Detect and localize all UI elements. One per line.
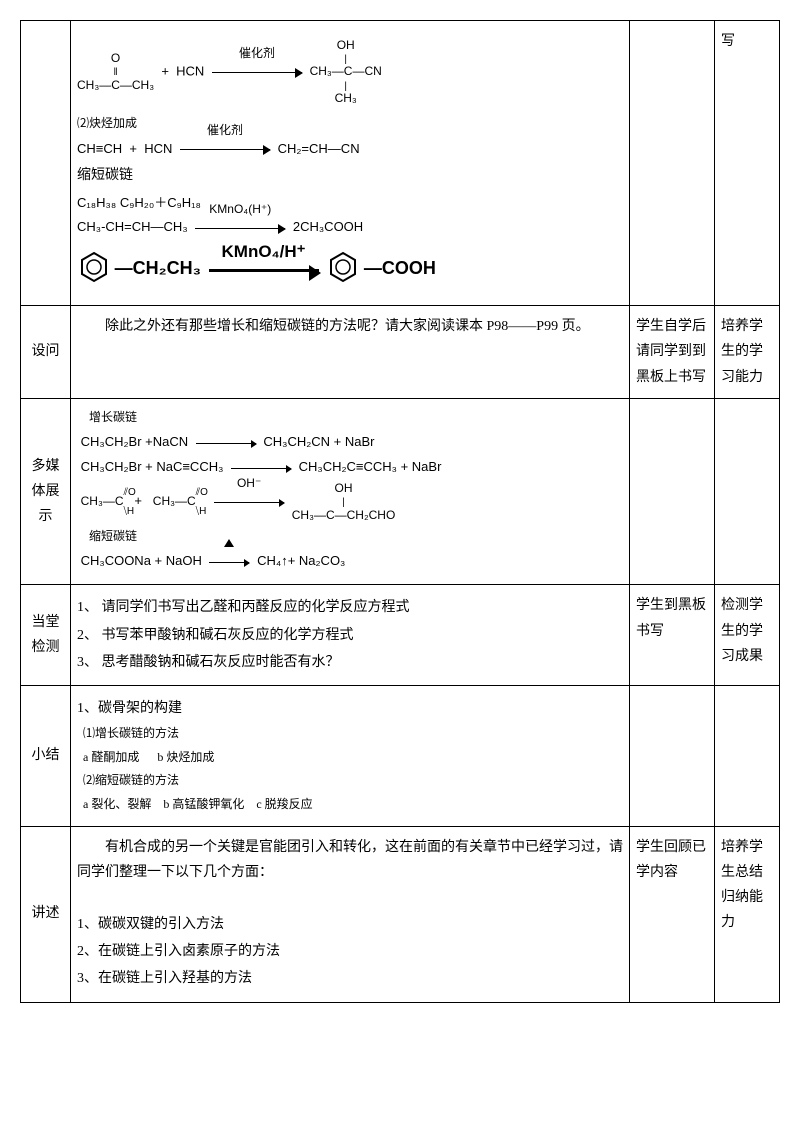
- table-row: 多媒体展示 增长碳链 CH₃CH₂Br +NaCN CH₃CH₂CN + NaB…: [21, 398, 780, 585]
- table-row: 当堂检测 1、 请同学们书写出乙醛和丙醛反应的化学反应方程式 2、 书写苯甲酸钠…: [21, 585, 780, 686]
- lecture-item-2: 2、在碳链上引入卤素原子的方法: [77, 939, 623, 964]
- student-cell: [630, 21, 715, 306]
- benzene-right: —COOH: [364, 258, 436, 278]
- oh-label: OH⁻: [214, 474, 284, 493]
- lesson-plan-table: O ‖ CH₃—C—CH₃ + HCN 催化剂 OH | CH₃—C—CN | …: [20, 20, 780, 1003]
- goal-cell: 写: [715, 21, 780, 306]
- student-cell: 学生自学后请同学到到黑板上书写: [630, 306, 715, 399]
- benzene-left: —CH₂CH₃: [115, 258, 201, 278]
- goal-cell: 培养学生总结归纳能力: [715, 826, 780, 1002]
- oxid-right: 2CH₃COOH: [293, 219, 363, 234]
- row-label-question: 设问: [21, 306, 71, 399]
- row-label-test: 当堂检测: [21, 585, 71, 686]
- goal-cell: [715, 685, 780, 826]
- lecture-item-3: 3、在碳链上引入羟基的方法: [77, 966, 623, 991]
- student-cell: [630, 685, 715, 826]
- oxid-left: CH₃-CH=CH—CH₃: [77, 219, 188, 234]
- catalyst-label-2: 催化剂: [180, 121, 270, 140]
- content-cell: 1、碳骨架的构建 ⑴增长碳链的方法 a 醛酮加成 b 炔烃加成 ⑵缩短碳链的方法…: [71, 685, 630, 826]
- content-cell: 有机合成的另一个关键是官能团引入和转化，这在前面的有关章节中已经学习过，请同学们…: [71, 826, 630, 1002]
- goal-cell: [715, 398, 780, 585]
- student-cell: 学生回顾已学内容: [630, 826, 715, 1002]
- r3-oh: OH: [335, 481, 353, 495]
- row-label-media: 多媒体展示: [21, 398, 71, 585]
- row-label-lecture: 讲述: [21, 826, 71, 1002]
- question-text: 除此之外还有那些增长和缩短碳链的方法呢？请大家阅读课本 P98——P99 页。: [77, 314, 623, 339]
- ketone-left: CH₃—C—CH₃: [77, 78, 154, 92]
- ketone-o: O: [111, 51, 120, 65]
- lecture-para: 有机合成的另一个关键是官能团引入和转化，这在前面的有关章节中已经学习过，请同学们…: [77, 835, 623, 885]
- lecture-item-1: 1、碳碳双键的引入方法: [77, 912, 623, 937]
- test-item-1: 1、 请同学们书写出乙醛和丙醛反应的化学反应方程式: [77, 595, 623, 620]
- test-item-3: 3、 思考醋酸钠和碱石灰反应时能否有水？: [77, 650, 623, 675]
- content-cell: 增长碳链 CH₃CH₂Br +NaCN CH₃CH₂CN + NaBr CH₃C…: [71, 398, 630, 585]
- summary-sub-1a: a 醛酮加成 b 炔烃加成: [77, 747, 623, 769]
- table-row: 小结 1、碳骨架的构建 ⑴增长碳链的方法 a 醛酮加成 b 炔烃加成 ⑵缩短碳链…: [21, 685, 780, 826]
- prod-oh: OH: [337, 38, 355, 52]
- table-row: 设问 除此之外还有那些增长和缩短碳链的方法呢？请大家阅读课本 P98——P99 …: [21, 306, 780, 399]
- heat-icon: [224, 539, 234, 547]
- cracking-formula: C₁₈H₃₈ C₉H₂₀＋C₉H₁₈: [77, 193, 623, 214]
- reaction-aldol: CH₃—C⫽O⧹H + CH₃—C⫽O⧹H OH⁻ OH | CH₃—C—CH₂…: [77, 482, 623, 522]
- reaction-ketone: O ‖ CH₃—C—CH₃ + HCN 催化剂 OH | CH₃—C—CN | …: [77, 39, 623, 105]
- table-row: O ‖ CH₃—C—CH₃ + HCN 催化剂 OH | CH₃—C—CN | …: [21, 21, 780, 306]
- content-cell: 1、 请同学们书写出乙醛和丙醛反应的化学反应方程式 2、 书写苯甲酸钠和碱石灰反…: [71, 585, 630, 686]
- summary-item-1: 1、碳骨架的构建: [77, 696, 623, 721]
- summary-sub-2: ⑵缩短碳链的方法: [77, 770, 623, 792]
- student-cell: [630, 398, 715, 585]
- kmno4-label: KMnO₄(H⁺): [195, 200, 285, 219]
- summary-sub-2a: a 裂化、裂解 b 高锰酸钾氧化 c 脱羧反应: [77, 794, 623, 816]
- catalyst-label: 催化剂: [212, 44, 302, 63]
- r2-left: CH₃CH₂Br + NaC≡CCH₃: [81, 459, 224, 474]
- content-cell: O ‖ CH₃—C—CH₃ + HCN 催化剂 OH | CH₃—C—CN | …: [71, 21, 630, 306]
- content-cell: 除此之外还有那些增长和缩短碳链的方法呢？请大家阅读课本 P98——P99 页。: [71, 306, 630, 399]
- shorten-title: 缩短碳链: [77, 163, 623, 188]
- goal-cell: 培养学生的学习能力: [715, 306, 780, 399]
- row-label-cell: [21, 21, 71, 306]
- reaction-alkyne: CH≡CH + HCN 催化剂 CH₂=CH—CN: [77, 139, 623, 160]
- test-item-2: 2、 书写苯甲酸钠和碱石灰反应的化学方程式: [77, 623, 623, 648]
- reaction-oxidation: CH₃-CH=CH—CH₃ KMnO₄(H⁺) 2CH₃COOH: [77, 217, 623, 238]
- reaction-nac: CH₃CH₂Br + NaC≡CCH₃ CH₃CH₂C≡CCH₃ + NaBr: [77, 457, 623, 478]
- r4-right: CH₄↑+ Na₂CO₃: [257, 553, 345, 568]
- prod-ch3: CH₃: [335, 91, 357, 105]
- r2-right: CH₃CH₂C≡CCH₃ + NaBr: [299, 459, 442, 474]
- goal-cell: 检测学生的学习成果: [715, 585, 780, 686]
- reaction-decarbox: CH₃COONa + NaOH CH₄↑+ Na₂CO₃: [77, 551, 623, 572]
- row-label-summary: 小结: [21, 685, 71, 826]
- prod-main: CH₃—C—CN: [310, 64, 382, 78]
- r1-left: CH₃CH₂Br +NaCN: [81, 434, 189, 449]
- extend-title: 增长碳链: [77, 407, 623, 429]
- alkyne-left: CH≡CH: [77, 141, 122, 156]
- hcn: HCN: [176, 63, 204, 78]
- alkyne-right: CH₂=CH—CN: [278, 141, 360, 156]
- student-cell: 学生到黑板书写: [630, 585, 715, 686]
- reaction-nacn: CH₃CH₂Br +NaCN CH₃CH₂CN + NaBr: [77, 432, 623, 453]
- kmno4-h-label: KMnO₄/H⁺: [209, 238, 319, 265]
- r3-main: CH₃—C—CH₂CHO: [292, 508, 396, 522]
- r1-right: CH₃CH₂CN + NaBr: [263, 434, 374, 449]
- shorten-title-2: 缩短碳链: [77, 526, 623, 548]
- alkyne-title: ⑵炔烃加成: [77, 113, 623, 135]
- table-row: 讲述 有机合成的另一个关键是官能团引入和转化，这在前面的有关章节中已经学习过，请…: [21, 826, 780, 1002]
- reaction-benzene: —CH₂CH₃ KMnO₄/H⁺ —COOH: [77, 250, 623, 291]
- r4-left: CH₃COONa + NaOH: [81, 553, 202, 568]
- summary-sub-1: ⑴增长碳链的方法: [77, 723, 623, 745]
- hcn2: HCN: [144, 141, 172, 156]
